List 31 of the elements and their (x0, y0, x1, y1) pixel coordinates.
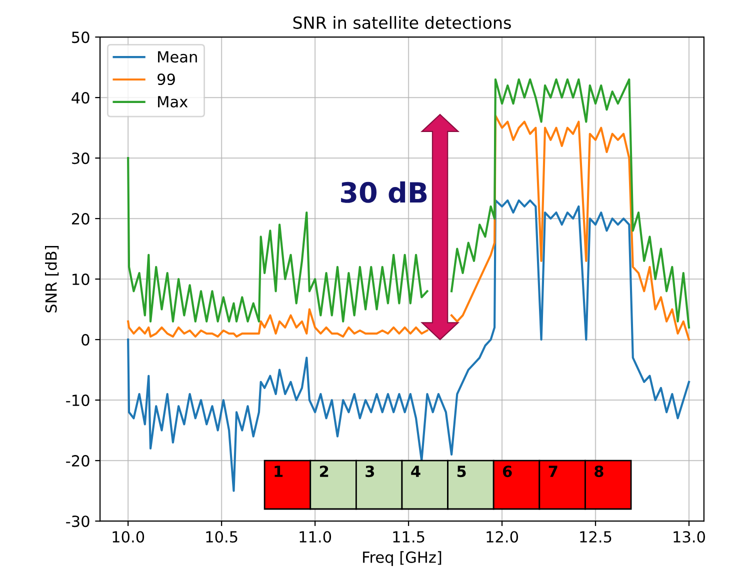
y-tick-label: 10 (72, 274, 90, 286)
y-axis-title: SNR [dB] (45, 246, 59, 312)
band-label: 5 (457, 466, 466, 478)
band-label: 2 (320, 466, 328, 477)
x-tick-label: 10.5 (206, 531, 238, 543)
band-label: 4 (411, 466, 420, 477)
band-label: 3 (366, 466, 374, 478)
y-tick-label: -10 (66, 394, 90, 406)
legend-label: Mean (158, 51, 197, 63)
x-tick-label: 12.0 (486, 531, 518, 543)
y-tick-label: 50 (72, 32, 90, 44)
x-tick-label: 12.5 (580, 531, 612, 543)
y-tick-label: -30 (66, 516, 90, 528)
annotation: 30 dB (341, 181, 427, 203)
x-axis-title: Freq [GHz] (363, 551, 442, 566)
band-label: 6 (502, 466, 512, 478)
y-tick-label: 30 (72, 152, 90, 164)
x-tick-label: 13.0 (674, 531, 705, 543)
legend-label: Max (158, 96, 188, 108)
x-tick-label: 11.0 (300, 531, 332, 543)
y-tick-label: -20 (66, 455, 90, 467)
legend-label: 99 (158, 74, 175, 86)
band-label: 1 (274, 466, 283, 477)
y-tick-label: 0 (82, 334, 90, 346)
x-tick-label: 10.0 (112, 531, 144, 543)
chart-title: SNR in satellite detections (293, 16, 511, 29)
x-tick-label: 11.5 (393, 531, 424, 543)
band-label: 8 (594, 466, 604, 478)
band-label: 7 (548, 466, 558, 477)
y-tick-label: 20 (72, 213, 90, 225)
y-tick-label: 40 (72, 92, 90, 104)
